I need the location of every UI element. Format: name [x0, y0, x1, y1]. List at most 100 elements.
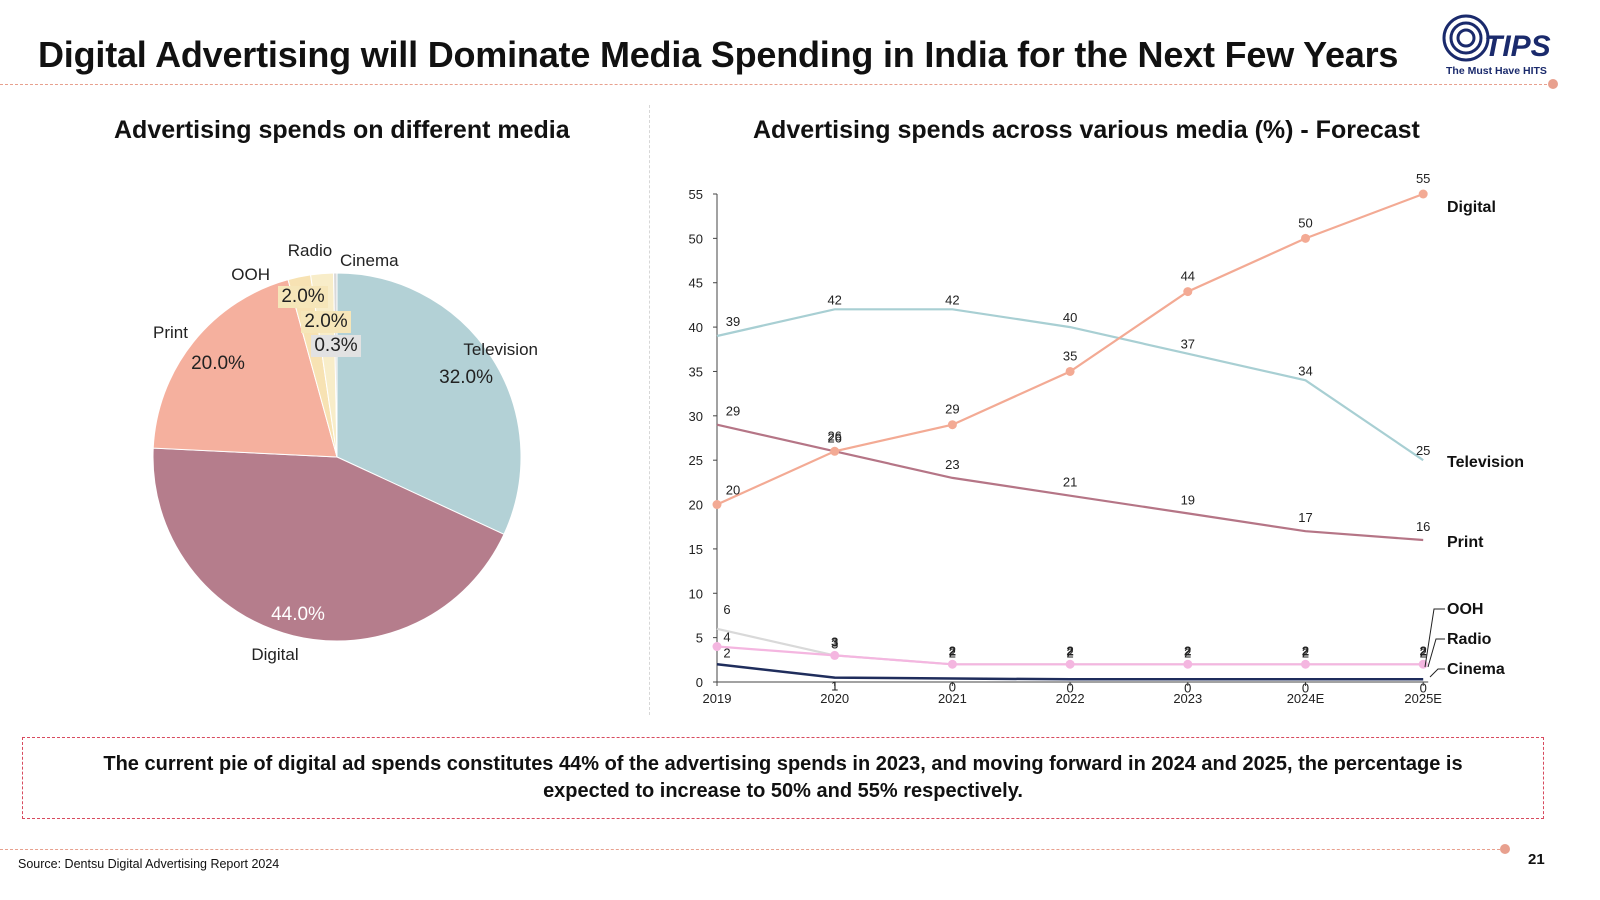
data-point-radio [947, 659, 957, 669]
series-name-digital: Digital [1447, 199, 1496, 216]
key-insight-text: The current pie of digital ad spends con… [103, 753, 1463, 802]
line-chart-title: Advertising spends across various media … [753, 116, 1420, 144]
data-label-television: 37 [1181, 337, 1195, 352]
y-tick-label: 20 [689, 498, 703, 513]
data-label-cinema: 0 [1066, 680, 1073, 695]
data-label-cinema: 2 [723, 645, 730, 660]
pie-value-box-ooh [278, 286, 328, 308]
data-label-print: 23 [945, 457, 959, 472]
source-note: Source: Dentsu Digital Advertising Repor… [18, 857, 280, 871]
leader-line-ooh [1424, 608, 1445, 668]
data-point-radio [1183, 659, 1193, 669]
data-point-digital [1418, 189, 1428, 199]
data-point-radio [1065, 659, 1075, 669]
series-line-cinema [716, 663, 1424, 681]
data-label-ooh: 2 [1184, 643, 1191, 658]
y-tick-label: 25 [689, 453, 703, 468]
data-label-digital: 50 [1298, 215, 1312, 230]
pie-label-radio: Radio [288, 241, 332, 260]
y-tick-label: 35 [689, 364, 703, 379]
pie-value-cinema: 0.3% [314, 335, 357, 356]
data-point-digital [830, 446, 840, 456]
pie-value-digital: 44.0% [271, 604, 325, 625]
data-point-radio [830, 650, 840, 660]
data-label-cinema: 0 [1184, 680, 1191, 695]
tips-logo: TIPS [1442, 14, 1551, 63]
y-tick-label: 40 [689, 320, 703, 335]
data-point-digital [1183, 287, 1193, 297]
pie-label-print: Print [153, 323, 188, 342]
x-tick-label: 2020 [820, 691, 849, 706]
data-label-digital: 29 [945, 402, 959, 417]
pie-label-ooh: OOH [231, 265, 270, 284]
x-tick-label: 2019 [703, 691, 732, 706]
pie-value-television: 32.0% [439, 367, 493, 388]
top-divider [0, 84, 1552, 85]
series-name-cinema: Cinema [1447, 661, 1505, 678]
data-label-print: 29 [726, 404, 740, 419]
data-label-print: 16 [1416, 519, 1430, 534]
x-tick-label: 2025E [1404, 691, 1442, 706]
y-tick-label: 5 [696, 631, 703, 646]
pie-slice-print [152, 279, 338, 458]
logo-tagline: The Must Have HITS [1446, 65, 1547, 77]
pie-value-box-radio [301, 311, 351, 333]
data-label-radio: 3 [831, 636, 838, 651]
data-label-ooh: 2 [1420, 643, 1427, 658]
leader-line-radio [1427, 638, 1445, 668]
data-point-digital [712, 500, 722, 510]
data-label-digital: 55 [1416, 171, 1430, 186]
data-point-digital [947, 420, 957, 430]
data-point-radio [1301, 659, 1310, 669]
y-tick-label: 15 [689, 542, 703, 557]
bottom-divider [0, 849, 1505, 850]
data-point-digital [1065, 366, 1075, 376]
data-label-television: 40 [1063, 310, 1077, 325]
data-label-television: 39 [726, 314, 740, 329]
x-tick-label: 2022 [1056, 691, 1085, 706]
data-label-radio: 2 [1302, 645, 1309, 660]
series-name-print: Print [1447, 534, 1484, 551]
y-tick-label: 45 [689, 276, 703, 291]
y-tick-label: 30 [689, 409, 703, 424]
series-name-radio: Radio [1447, 631, 1492, 648]
data-label-radio: 2 [1184, 645, 1191, 660]
data-label-cinema: 0 [1302, 680, 1309, 695]
data-label-digital: 26 [827, 428, 841, 443]
data-label-ooh: 2 [1066, 643, 1073, 658]
series-name-television: Television [1447, 454, 1524, 471]
pie-slice-television [336, 272, 522, 536]
pie-value-box-cinema [311, 335, 361, 357]
x-tick-label: 2021 [938, 691, 967, 706]
data-label-cinema: 1 [831, 679, 838, 694]
data-label-print: 19 [1181, 492, 1195, 507]
pie-slice-digital [152, 447, 505, 642]
slide-title: Digital Advertising will Dominate Media … [38, 34, 1399, 75]
data-label-ooh: 2 [949, 643, 956, 658]
y-tick-label: 10 [689, 586, 703, 601]
column-divider [649, 105, 650, 715]
data-label-ooh: 2 [1302, 643, 1309, 658]
data-label-ooh: 3 [831, 634, 838, 649]
data-label-print: 26 [827, 430, 841, 445]
data-label-cinema: 0 [1420, 680, 1427, 695]
data-label-print: 21 [1063, 475, 1077, 490]
data-label-cinema: 0 [949, 679, 956, 694]
logo-emblem-icon [1442, 14, 1490, 62]
page-number: 21 [1528, 851, 1545, 868]
data-label-television: 42 [945, 292, 959, 307]
x-tick-label: 2024E [1287, 691, 1325, 706]
data-label-digital: 44 [1181, 269, 1195, 284]
pie-value-print: 20.0% [191, 353, 245, 374]
y-tick-label: 50 [689, 231, 703, 246]
data-label-television: 34 [1298, 363, 1312, 378]
top-divider-dot [1548, 79, 1558, 89]
data-label-print: 17 [1298, 510, 1312, 525]
data-label-ooh: 6 [723, 602, 730, 617]
pie-value-radio: 2.0% [304, 311, 347, 332]
data-label-radio: 4 [723, 630, 730, 645]
bottom-divider-dot [1500, 844, 1510, 854]
key-insight-box: The current pie of digital ad spends con… [22, 737, 1544, 819]
